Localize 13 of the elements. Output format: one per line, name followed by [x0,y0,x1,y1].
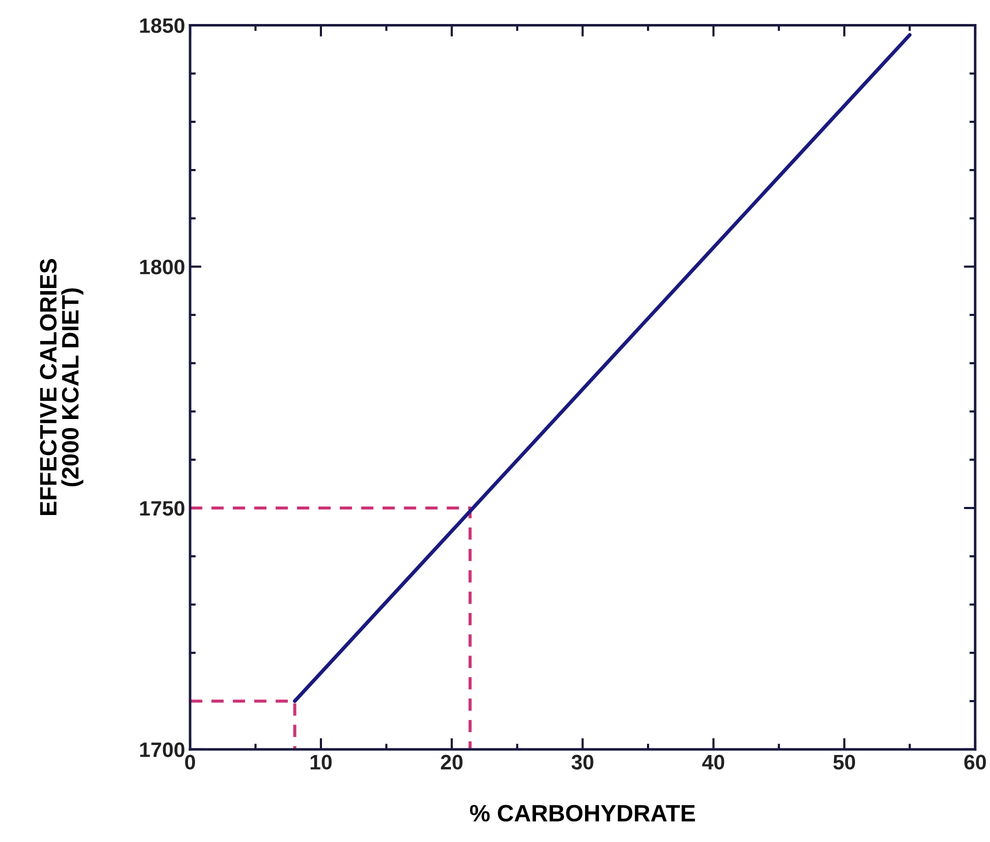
y-tick-label: 1850 [140,18,184,34]
x-axis-title: % CARBOHYDRATE [470,804,695,822]
x-tick-label: 20 [440,754,463,770]
y-tick-label: 1700 [140,742,184,758]
y-tick-label: 1800 [140,260,184,274]
y-axis-title: EFFECTIVE CALORIES (2000 KCAL DIET) [40,259,84,515]
x-tick-label: 0 [185,754,196,770]
y-tick-label: 1750 [140,501,184,516]
x-tick-label: 40 [702,754,724,770]
x-tick-label: 30 [572,754,594,770]
x-tick-label: 10 [310,754,332,770]
x-tick-label: 60 [964,754,986,770]
x-tick-label: 50 [833,754,856,770]
